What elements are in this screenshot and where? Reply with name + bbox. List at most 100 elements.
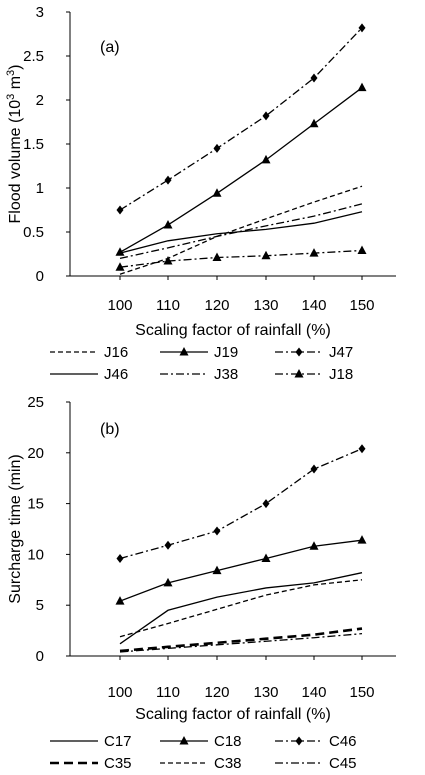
legend-label: J19 [214, 344, 238, 361]
y-tick-label: 3 [36, 4, 44, 21]
legend-label: C38 [214, 755, 242, 772]
x-tick-label: 150 [349, 297, 374, 314]
series-line-J18 [119, 249, 363, 268]
data-point-C46 [164, 540, 172, 550]
y-axis-title: Surcharge time (min) [7, 454, 24, 603]
y-tick-label: 2.5 [23, 48, 44, 65]
legend-marker [294, 369, 304, 378]
data-point-C46 [116, 553, 124, 563]
y-tick-label: 25 [27, 394, 44, 411]
x-tick-label: 100 [107, 684, 132, 701]
series-C46 [116, 444, 366, 563]
series-C45 [119, 633, 363, 653]
x-tick-label: 110 [156, 297, 180, 314]
legend-item-C17: C17 [50, 733, 132, 750]
data-point-J47 [262, 111, 270, 121]
data-point-J47 [116, 205, 124, 215]
data-point-J19 [261, 154, 271, 164]
data-point-J18 [163, 256, 173, 265]
series-C35 [119, 627, 363, 653]
x-axis-title: Scaling factor of rainfall (%) [135, 706, 331, 723]
series-line-C46 [119, 448, 363, 560]
y-tick-label: 15 [27, 496, 44, 513]
data-point-C18 [261, 553, 271, 562]
y-tick-label: 10 [27, 546, 44, 563]
data-point-J18 [115, 262, 125, 271]
legend-label: C46 [329, 733, 357, 750]
data-point-J47 [213, 143, 221, 153]
series-line-J16 [119, 185, 363, 275]
x-axis-title: Scaling factor of rainfall (%) [135, 322, 331, 339]
x-tick-label: 140 [301, 684, 326, 701]
series-J16 [119, 185, 363, 275]
legend-label: J46 [104, 366, 128, 383]
legend-item-J47: J47 [275, 344, 353, 361]
series-J19 [115, 82, 367, 256]
y-tick-label: 0 [36, 648, 44, 665]
data-point-J47 [164, 175, 172, 185]
data-point-C18 [212, 565, 222, 575]
data-point-J18 [261, 250, 271, 260]
series-line-J38 [119, 203, 363, 260]
legend-marker [295, 736, 303, 746]
legend-marker [295, 347, 303, 357]
legend-label: C35 [104, 755, 132, 772]
data-point-J19 [163, 219, 173, 229]
x-tick-label: 140 [301, 297, 326, 314]
series-J47 [116, 23, 366, 215]
legend-label: C17 [104, 733, 132, 750]
legend-item-C45: C45 [275, 755, 357, 772]
y-axis-title: Flood volume (103 m3) [5, 65, 24, 224]
x-tick-label: 110 [156, 684, 180, 701]
x-tick-label: 120 [204, 684, 229, 701]
x-tick-label: 120 [204, 297, 229, 314]
y-tick-label: 5 [36, 597, 44, 614]
data-point-C18 [309, 541, 319, 550]
legend-label: J38 [214, 366, 238, 383]
legend-2: C17 C18 C46 C35 C38 C45 [50, 733, 357, 772]
x-tick-label: 130 [253, 297, 278, 314]
legend-label: J47 [329, 344, 353, 361]
data-point-J19 [115, 247, 125, 256]
series-line-C17 [119, 572, 363, 645]
data-point-J19 [357, 82, 367, 92]
series-C17 [119, 572, 363, 645]
series-line-J19 [119, 87, 363, 253]
legend-label: C18 [214, 733, 242, 750]
series-line-C45 [119, 633, 363, 653]
y-tick-label: 1.5 [23, 136, 44, 153]
legend-label: C45 [329, 755, 357, 772]
chart-panel-1: 0 0.5 1 1.5 2 2.5 3 100 110 120 130 140 150 Scaling f… [5, 4, 396, 383]
x-tick-label: 150 [349, 684, 374, 701]
legend-item-J46: J46 [50, 366, 128, 383]
y-tick-label: 1 [36, 180, 44, 197]
legend-item-J38: J38 [160, 366, 238, 383]
legend-item-C35: C35 [50, 755, 132, 772]
data-point-C46 [213, 526, 221, 536]
x-tick-label: 130 [253, 684, 278, 701]
series-C18 [115, 535, 367, 605]
legend-item-C38: C38 [160, 755, 242, 772]
data-point-C46 [358, 444, 366, 454]
y-tick-label: 0 [36, 268, 44, 285]
data-point-J47 [358, 23, 366, 33]
series-C38 [119, 579, 363, 638]
legend-item-C18: C18 [160, 733, 242, 750]
y-tick-label: 2 [36, 92, 44, 109]
series-J38 [119, 203, 363, 260]
data-point-J19 [309, 118, 319, 128]
data-point-C46 [262, 499, 270, 509]
legend-label: J16 [104, 344, 128, 361]
data-point-C18 [115, 596, 125, 605]
data-point-C18 [357, 535, 367, 544]
data-point-J18 [212, 252, 222, 262]
chart-panel-2: 0 5 10 15 20 25 100 110 120 130 140 150 Scaling fact… [7, 394, 396, 772]
legend-item-J16: J16 [50, 344, 128, 361]
legend-1: J16 J19 J47 J46 J38 J18 [50, 344, 353, 383]
series-line-C35 [119, 627, 363, 653]
y-tick-label: 0.5 [23, 224, 44, 241]
series-line-J46 [119, 211, 363, 254]
x-tick-label: 100 [107, 297, 132, 314]
legend-item-J18: J18 [275, 366, 353, 383]
